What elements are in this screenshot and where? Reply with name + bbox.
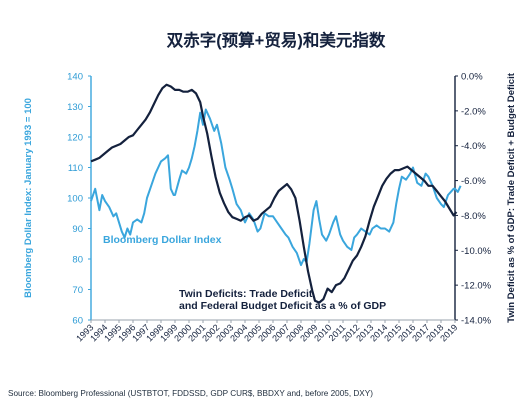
- series-labels: Bloomberg Dollar Index Twin Deficits: Tra…: [103, 234, 386, 312]
- left-tick-label: 70: [72, 285, 83, 296]
- twin-deficit-line: [90, 83, 458, 304]
- left-axis-label: Bloomberg Dollar Index: January 1993 = 1…: [23, 98, 34, 298]
- source-note: Source: Bloomberg Professional (USTBTOT,…: [8, 389, 373, 398]
- right-tick-label: 0.0%: [461, 72, 483, 83]
- right-tick-label: -8.0%: [461, 211, 486, 222]
- right-axis-label: Twin Deficit as % of GDP: Trade Deficit …: [506, 72, 517, 323]
- left-tick-label: 110: [68, 163, 83, 174]
- right-tick-label: -10.0%: [461, 246, 492, 257]
- left-tick-label: 140: [67, 72, 83, 83]
- twin-deficit-label-line: Twin Deficits: Trade Deficit: [179, 288, 313, 300]
- right-tick-label: -12.0%: [461, 281, 492, 292]
- chart-title: 双赤字(预算+贸易)和美元指数: [167, 30, 386, 50]
- right-tick-label: -14.0%: [461, 316, 492, 327]
- left-tick-label: 100: [67, 194, 83, 205]
- left-tick-label: 80: [72, 255, 83, 266]
- right-tick-label: -6.0%: [461, 176, 486, 187]
- left-tick-label: 90: [72, 224, 83, 235]
- dollar-index-line: [90, 108, 462, 267]
- left-tick-label: 130: [67, 102, 83, 113]
- dollar-index-label: Bloomberg Dollar Index: [103, 234, 222, 246]
- right-tick-label: -2.0%: [461, 106, 486, 117]
- left-tick-label: 60: [72, 316, 83, 327]
- axes-group: 60 70 80 90 100 110 120 130 140 Bloomberg Dollar …: [23, 72, 517, 344]
- twin-deficit-label-line: and Federal Budget Deficit as a % of GDP: [179, 300, 386, 312]
- right-tick-label: -4.0%: [461, 141, 486, 152]
- left-tick-label: 120: [67, 133, 83, 144]
- series-layer: [90, 83, 462, 304]
